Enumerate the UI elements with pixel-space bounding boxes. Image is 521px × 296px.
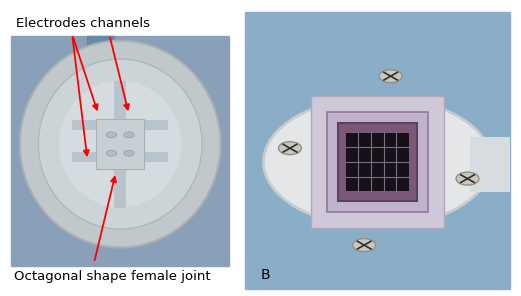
Text: Octagonal shape female joint: Octagonal shape female joint	[14, 270, 210, 283]
Text: B: B	[261, 268, 270, 282]
Circle shape	[106, 150, 117, 156]
Circle shape	[106, 132, 117, 138]
Text: Electrodes channels: Electrodes channels	[16, 17, 150, 30]
Circle shape	[456, 172, 479, 185]
Circle shape	[353, 239, 376, 252]
Bar	[470, 137, 510, 192]
Ellipse shape	[20, 41, 220, 247]
Bar	[345, 133, 409, 191]
Bar	[338, 123, 417, 201]
Circle shape	[264, 97, 491, 227]
Ellipse shape	[59, 81, 181, 207]
Bar	[114, 144, 126, 208]
Bar	[88, 36, 114, 78]
Bar	[72, 152, 168, 163]
Bar	[96, 119, 144, 169]
Bar	[114, 81, 126, 144]
Circle shape	[124, 150, 134, 156]
Bar	[245, 12, 510, 289]
Bar	[327, 112, 428, 212]
Circle shape	[124, 132, 134, 138]
Bar	[11, 36, 229, 266]
Bar	[311, 96, 444, 229]
Bar	[72, 120, 168, 130]
Circle shape	[379, 70, 402, 83]
Ellipse shape	[39, 59, 202, 229]
Circle shape	[279, 142, 301, 155]
